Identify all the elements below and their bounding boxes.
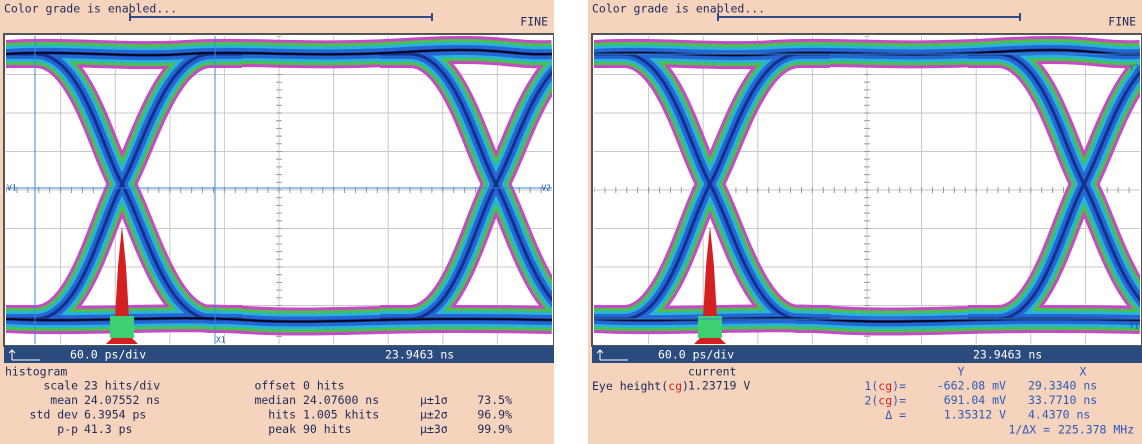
info-cell: 1.005 khits [303, 408, 379, 422]
scope-panel: Color grade is enabled... FINE Y1 Y2 60.0 ps… [588, 0, 1142, 444]
x-value: 29.3340 ns [1028, 379, 1097, 393]
name-text: Eye height( [592, 379, 668, 393]
info-cell: p-p [57, 422, 78, 436]
bar-icon [8, 349, 40, 361]
col-header: Y [958, 365, 965, 379]
label-tag: cg [878, 393, 892, 407]
col-header: X [1080, 365, 1087, 379]
current-value: 1.23719 V [688, 379, 750, 393]
info-cell: µ±2σ [420, 408, 448, 422]
eye-trace [594, 48, 1140, 324]
label-end: )= [892, 379, 906, 393]
info-cell: 23 hits/div [84, 379, 160, 393]
info-cell: 90 hits [303, 422, 351, 436]
y-value: -662.08 mV [937, 379, 1006, 393]
info-cell: mean [50, 393, 78, 407]
scope-panel: Color grade is enabled... FINE V1 V2 X1 60.0 … [0, 0, 554, 444]
row-label: 2(cg)= [864, 393, 906, 407]
marker-label: X1 [216, 336, 226, 345]
timebase: 60.0 ps/div [658, 348, 734, 362]
info-cell: scale [43, 379, 78, 393]
x-value: 33.7710 ns [1028, 393, 1097, 407]
mode-text: FINE [520, 15, 548, 29]
info-cell: hits [268, 408, 296, 422]
y-value: 1.35312 V [944, 408, 1006, 422]
name-tag: cg [668, 379, 682, 393]
rail-core [6, 49, 552, 323]
position: 23.9463 ns [973, 348, 1042, 362]
display [6, 36, 552, 344]
info-cell: median [254, 393, 296, 407]
histogram-red [106, 226, 138, 344]
status-text: Color grade is enabled... [4, 2, 177, 16]
bar-icon [596, 349, 628, 361]
timebase-bar [4, 346, 554, 363]
label-tag: cg [878, 379, 892, 393]
name-end: ) [682, 379, 689, 393]
info-cell: 24.07600 ns [303, 393, 379, 407]
info-cell: offset [254, 379, 296, 393]
info-cell: 6.3954 ps [84, 408, 146, 422]
info-cell: µ±3σ [420, 422, 448, 436]
y-value: 691.04 mV [944, 393, 1006, 407]
status-text: Color grade is enabled... [592, 2, 765, 16]
row-label: 1(cg)= [864, 379, 906, 393]
histogram-green [110, 316, 134, 338]
info-cell: µ±1σ [420, 393, 448, 407]
info-cell: 41.3 ps [84, 422, 132, 436]
label-text: 2( [864, 393, 878, 407]
eye-trace [6, 48, 552, 324]
info-cell: 96.9% [477, 408, 512, 422]
position: 23.9463 ns [385, 348, 454, 362]
timebase: 60.0 ps/div [70, 348, 146, 362]
marker-label: V1 [7, 184, 17, 193]
info-title: histogram [5, 365, 67, 379]
label-end: )= [892, 393, 906, 407]
info-cell: 0 hits [303, 379, 345, 393]
info-cell: 24.07552 ns [84, 393, 160, 407]
freq-value: 225.378 MHz [1058, 423, 1134, 437]
timebase-bar [592, 346, 1142, 363]
mode-text: FINE [1108, 15, 1136, 29]
label-text: 1( [864, 379, 878, 393]
histogram-red [694, 226, 726, 344]
x-value: 4.4370 ns [1028, 408, 1090, 422]
info-cell: 73.5% [477, 393, 512, 407]
marker-label: Y1 [1129, 322, 1139, 331]
display [594, 36, 1140, 344]
info-cell: 99.9% [477, 422, 512, 436]
histogram-green [698, 316, 722, 338]
info-cell: std dev [30, 408, 79, 422]
marker-label: Y2 [1129, 64, 1139, 73]
measure-name: Eye height(cg) [592, 379, 689, 393]
marker-label: V2 [541, 184, 551, 193]
col-header: current [688, 365, 736, 379]
label-text: Δ = [885, 408, 906, 422]
info-cell: peak [268, 422, 296, 436]
freq-label: 1/ΔX = [1008, 423, 1050, 437]
row-label: Δ = [885, 408, 906, 422]
